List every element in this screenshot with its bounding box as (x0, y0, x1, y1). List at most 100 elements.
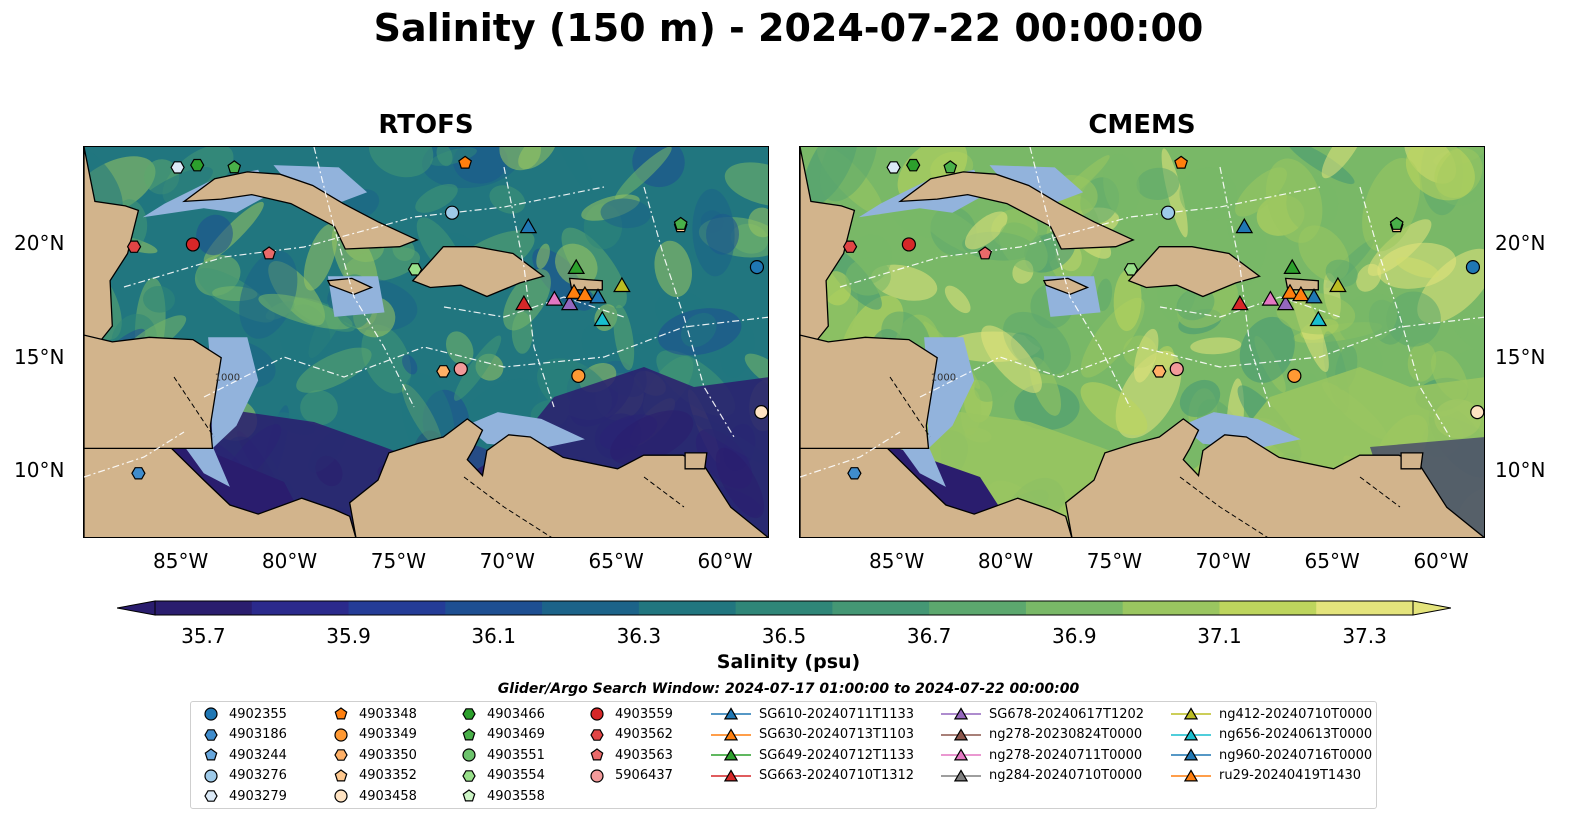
colorbar-segment (155, 601, 253, 615)
observation-marker (185, 237, 200, 252)
legend-item-label: 4903458 (359, 788, 417, 804)
observation-marker (436, 365, 451, 378)
observation-marker (1329, 276, 1347, 293)
colorbar-tick-label: 37.1 (1197, 624, 1242, 648)
observation-marker (978, 246, 993, 260)
observation-marker (444, 205, 460, 220)
legend-item-label: SG678-20240617T1202 (989, 706, 1145, 722)
colorbar (116, 598, 1452, 618)
legend-item-label: 5906437 (615, 768, 673, 783)
legend-marker-icon (941, 727, 981, 740)
legend-marker-icon (334, 707, 348, 720)
legend-marker-icon (1171, 748, 1211, 761)
observation-marker (560, 294, 579, 311)
bathy-contour-label: 1000 (931, 372, 956, 383)
lat-tick-label-left: 10°N (14, 458, 65, 483)
colorbar-tick-label: 36.9 (1052, 624, 1097, 648)
observation-marker (1174, 155, 1189, 169)
colorbar-segment (638, 601, 737, 615)
colorbar-segment (445, 601, 543, 615)
legend-marker-icon (590, 728, 604, 741)
legend-item-label: 4903559 (615, 706, 673, 722)
legend-item: 4903559 (587, 706, 673, 722)
panel-title-rtofs: RTOFS (378, 110, 474, 140)
legend-item: 4903558 (459, 788, 545, 804)
legend-item-label: 4903562 (615, 727, 673, 742)
observation-marker (847, 467, 862, 480)
colorbar-segment (251, 601, 350, 615)
legend-item: 4903186 (201, 727, 287, 743)
colorbar-segment (542, 601, 640, 615)
legend-marker-icon (462, 789, 476, 802)
legend-marker-icon (462, 769, 476, 782)
lon-tick-label: 85°W (153, 549, 209, 573)
legend-marker-icon (204, 728, 218, 741)
legend-item-label: 4903276 (229, 768, 287, 783)
legend-item-label: ng278-20240711T0000 (989, 747, 1143, 763)
legend-item-label: ng278-20230824T0000 (989, 727, 1143, 742)
observation-marker (1231, 294, 1249, 311)
observation-marker (1123, 263, 1139, 276)
lat-tick-label-right: 15°N (1495, 344, 1546, 369)
legend-item-label: ng284-20240710T0000 (989, 768, 1143, 783)
lon-tick-label: 75°W (1086, 549, 1142, 573)
legend-item: 4903352 (331, 768, 417, 784)
lat-tick-label-left: 20°N (14, 231, 65, 256)
legend-item: SG678-20240617T1202 (941, 706, 1144, 722)
colorbar-extend-high (1412, 600, 1452, 616)
legend-item: 4903554 (459, 768, 545, 784)
legend-marker-icon (334, 727, 348, 742)
legend-marker-icon (941, 748, 981, 761)
legend-marker-icon (334, 789, 348, 803)
observation-marker (1281, 283, 1299, 299)
legend-item: 4903279 (201, 788, 287, 804)
observation-marker (407, 263, 423, 276)
legend-marker-icon (462, 708, 476, 720)
colorbar-tick-label: 37.3 (1342, 624, 1387, 648)
legend-item: 4903466 (459, 706, 545, 722)
legend-marker-icon (462, 748, 476, 762)
legend-item: 4902355 (201, 706, 287, 722)
legend-item-label: 4903279 (229, 788, 287, 804)
legend-item: 4903276 (201, 768, 287, 784)
legend-item: SG649-20240712T1133 (711, 747, 914, 763)
colorbar-segment (348, 601, 446, 615)
lon-tick-label: 65°W (588, 549, 644, 573)
observation-marker (593, 310, 612, 327)
legend-item-label: 4903551 (487, 747, 545, 763)
observation-marker (906, 158, 921, 172)
observation-marker (749, 259, 765, 275)
legend-marker-icon (1171, 768, 1211, 781)
lon-tick-label: 75°W (370, 549, 426, 573)
legend-item-label: ng412-20240710T0000 (1219, 706, 1373, 722)
legend-item-label: ru29-20240419T1430 (1219, 768, 1362, 783)
observation-marker (1283, 258, 1302, 275)
legend-item: ng960-20240716T0000 (1171, 747, 1372, 763)
legend-item-label: 4903350 (359, 747, 417, 763)
legend-item: 4903348 (331, 706, 417, 722)
legend-item: 4903458 (331, 788, 417, 804)
search-window-label: Glider/Argo Search Window: 2024-07-17 01… (497, 681, 1080, 697)
colorbar-segment (735, 601, 833, 615)
legend-item: ng278-20230824T0000 (941, 727, 1142, 743)
colorbar-segment (1025, 601, 1124, 615)
legend-marker-icon (711, 748, 751, 761)
legend-item: SG610-20240711T1133 (711, 706, 914, 722)
observation-marker (227, 160, 242, 174)
observation-marker (519, 217, 538, 234)
observation-marker (1235, 217, 1254, 234)
legend-item-label: SG610-20240711T1133 (759, 706, 915, 722)
observation-marker (943, 160, 958, 174)
colorbar-segment (1219, 601, 1317, 615)
legend-item: 4903349 (331, 727, 417, 743)
legend-item: 4903563 (587, 747, 673, 763)
legend-item: ru29-20240419T1430 (1171, 768, 1361, 784)
legend-item: 4903244 (201, 747, 287, 763)
observation-marker (1152, 365, 1167, 378)
legend-item: 4903350 (331, 747, 417, 763)
observation-marker (453, 361, 468, 377)
observation-marker (842, 240, 858, 253)
panel-title-cmems: CMEMS (1088, 110, 1196, 140)
observation-marker (515, 294, 533, 311)
legend-item-label: SG630-20240713T1103 (759, 727, 915, 742)
